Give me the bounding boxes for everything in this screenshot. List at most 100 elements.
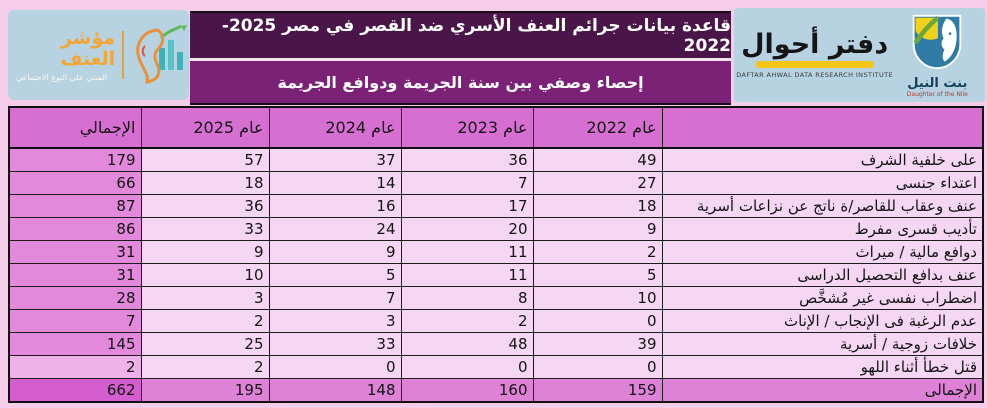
cell-value: 7 bbox=[400, 171, 534, 195]
cell-value: 39 bbox=[532, 332, 663, 356]
table-row: عدم الرغبة فى الإنجاب / الإناث 0 2 3 2 7 bbox=[8, 309, 984, 333]
cell-value: 7 bbox=[268, 286, 402, 310]
bint-elnil-shield-icon bbox=[909, 13, 965, 75]
report-header: مؤشر العنف المبني على النوع الاجتماعي قا… bbox=[0, 0, 987, 105]
logo-divider bbox=[122, 31, 124, 79]
year-2023-header: عام 2023 bbox=[400, 106, 534, 149]
cell-value: 18 bbox=[532, 194, 663, 218]
row-total-value: 662 bbox=[8, 378, 142, 403]
cell-value: 159 bbox=[532, 378, 663, 403]
cell-value: 9 bbox=[268, 240, 402, 264]
cell-value: 11 bbox=[400, 263, 534, 287]
violence-index-subtitle: المبني على النوع الاجتماعي bbox=[16, 72, 108, 82]
cell-value: 2 bbox=[140, 355, 270, 379]
row-total-value: 7 bbox=[8, 309, 142, 333]
cell-value: 18 bbox=[140, 171, 270, 195]
cell-value: 20 bbox=[400, 217, 534, 241]
cell-value: 33 bbox=[268, 332, 402, 356]
row-label: عدم الرغبة فى الإنجاب / الإناث bbox=[661, 309, 984, 333]
cell-value: 49 bbox=[532, 147, 663, 172]
cell-value: 0 bbox=[400, 355, 534, 379]
row-label: عنف وعقاب للقاصر/ة ناتج عن نزاعات أسرية bbox=[661, 194, 984, 218]
cell-value: 0 bbox=[268, 355, 402, 379]
report-subtitle-band: إحصاء وصفي بين سنة الجريمة ودوافع الجريم… bbox=[190, 61, 731, 105]
cell-value: 24 bbox=[268, 217, 402, 241]
year-2022-header: عام 2022 bbox=[532, 106, 663, 149]
daftar-ahwal-logo: دفتر أحوال DAFTAR AHWAL DATA RESEARCH IN… bbox=[736, 31, 892, 79]
bint-elnil-caption: Daughter of the Nile bbox=[906, 90, 968, 98]
row-total-value: 87 bbox=[8, 194, 142, 218]
cell-value: 160 bbox=[400, 378, 534, 403]
row-total-value: 31 bbox=[8, 240, 142, 264]
table-row: عنف بدافع التحصيل الدراسى 5 11 5 10 31 bbox=[8, 263, 984, 287]
band-divider bbox=[190, 58, 731, 61]
table-row: خلافات زوجية / أسرية 39 48 33 25 145 bbox=[8, 332, 984, 356]
cell-value: 2 bbox=[400, 309, 534, 333]
crime-data-table: عام 2022 عام 2023 عام 2024 عام 2025 الإج… bbox=[8, 106, 984, 403]
cell-value: 9 bbox=[532, 217, 663, 241]
row-label: عنف بدافع التحصيل الدراسى bbox=[661, 263, 984, 287]
title-bands: قاعدة بيانات جرائم العنف الأسري ضد القصر… bbox=[190, 11, 731, 105]
partner-logos: دفتر أحوال DAFTAR AHWAL DATA RESEARCH IN… bbox=[734, 8, 985, 102]
table-row: قتل خطأ أثناء اللهو 0 0 0 2 2 bbox=[8, 355, 984, 379]
row-total-value: 28 bbox=[8, 286, 142, 310]
row-total-value: 31 bbox=[8, 263, 142, 287]
motive-column-header bbox=[661, 106, 984, 149]
table-row: اعتداء جنسى 27 7 14 18 66 bbox=[8, 171, 984, 195]
cell-value: 8 bbox=[400, 286, 534, 310]
cell-value: 10 bbox=[140, 263, 270, 287]
cell-value: 2 bbox=[532, 240, 663, 264]
total-row: الإجمالى 159 160 148 195 662 bbox=[8, 378, 984, 403]
row-total-value: 179 bbox=[8, 147, 142, 172]
row-total-value: 145 bbox=[8, 332, 142, 356]
cell-value: 148 bbox=[268, 378, 402, 403]
row-label: اضطراب نفسى غير مُشخَّص bbox=[661, 286, 984, 310]
violence-index-logo: مؤشر العنف المبني على النوع الاجتماعي bbox=[8, 10, 189, 100]
cell-value: 0 bbox=[532, 355, 663, 379]
row-label: خلافات زوجية / أسرية bbox=[661, 332, 984, 356]
table-row: اضطراب نفسى غير مُشخَّص 10 8 7 3 28 bbox=[8, 286, 984, 310]
row-label: قتل خطأ أثناء اللهو bbox=[661, 355, 984, 379]
table-row: دوافع مالية / ميراث 2 11 9 9 31 bbox=[8, 240, 984, 264]
cell-value: 27 bbox=[532, 171, 663, 195]
cell-value: 3 bbox=[140, 286, 270, 310]
bint-elnil-title: بنت النيل bbox=[907, 75, 968, 91]
cell-value: 195 bbox=[140, 378, 270, 403]
cell-value: 16 bbox=[268, 194, 402, 218]
row-total-value: 86 bbox=[8, 217, 142, 241]
year-2024-header: عام 2024 bbox=[268, 106, 402, 149]
table-header-row: عام 2022 عام 2023 عام 2024 عام 2025 الإج… bbox=[8, 106, 984, 149]
row-label: تأديب قسرى مفرط bbox=[661, 217, 984, 241]
cell-value: 25 bbox=[140, 332, 270, 356]
cell-value: 11 bbox=[400, 240, 534, 264]
cell-value: 2 bbox=[140, 309, 270, 333]
cell-value: 36 bbox=[400, 147, 534, 172]
cell-value: 3 bbox=[268, 309, 402, 333]
table-row: تأديب قسرى مفرط 9 20 24 33 86 bbox=[8, 217, 984, 241]
table-row: عنف وعقاب للقاصر/ة ناتج عن نزاعات أسرية 1… bbox=[8, 194, 984, 218]
row-total-value: 2 bbox=[8, 355, 142, 379]
table-body: على خلفية الشرف 49 36 37 57 179 اعتداء جنسى 27 7… bbox=[8, 147, 984, 403]
row-total-value: 66 bbox=[8, 171, 142, 195]
cell-value: 10 bbox=[532, 286, 663, 310]
report-title-band: قاعدة بيانات جرائم العنف الأسري ضد القصر… bbox=[190, 11, 731, 58]
cell-value: 17 bbox=[400, 194, 534, 218]
report-subtitle: إحصاء وصفي بين سنة الجريمة ودوافع الجريم… bbox=[277, 72, 644, 92]
year-2025-header: عام 2025 bbox=[140, 106, 270, 149]
cell-value: 36 bbox=[140, 194, 270, 218]
table-row: على خلفية الشرف 49 36 37 57 179 bbox=[8, 147, 984, 172]
cell-value: 5 bbox=[532, 263, 663, 287]
bint-elnil-logo: بنت النيل Daughter of the Nile bbox=[895, 13, 979, 98]
report-title: قاعدة بيانات جرائم العنف الأسري ضد القصر… bbox=[221, 15, 731, 56]
cell-value: 5 bbox=[268, 263, 402, 287]
violence-index-title: مؤشر العنف bbox=[60, 27, 116, 70]
cell-value: 48 bbox=[400, 332, 534, 356]
face-chart-icon bbox=[131, 22, 189, 88]
cell-value: 14 bbox=[268, 171, 402, 195]
yellow-underline bbox=[755, 61, 874, 68]
cell-value: 57 bbox=[140, 147, 270, 172]
total-column-header: الإجمالي bbox=[8, 106, 142, 149]
row-label: اعتداء جنسى bbox=[661, 171, 984, 195]
cell-value: 37 bbox=[268, 147, 402, 172]
